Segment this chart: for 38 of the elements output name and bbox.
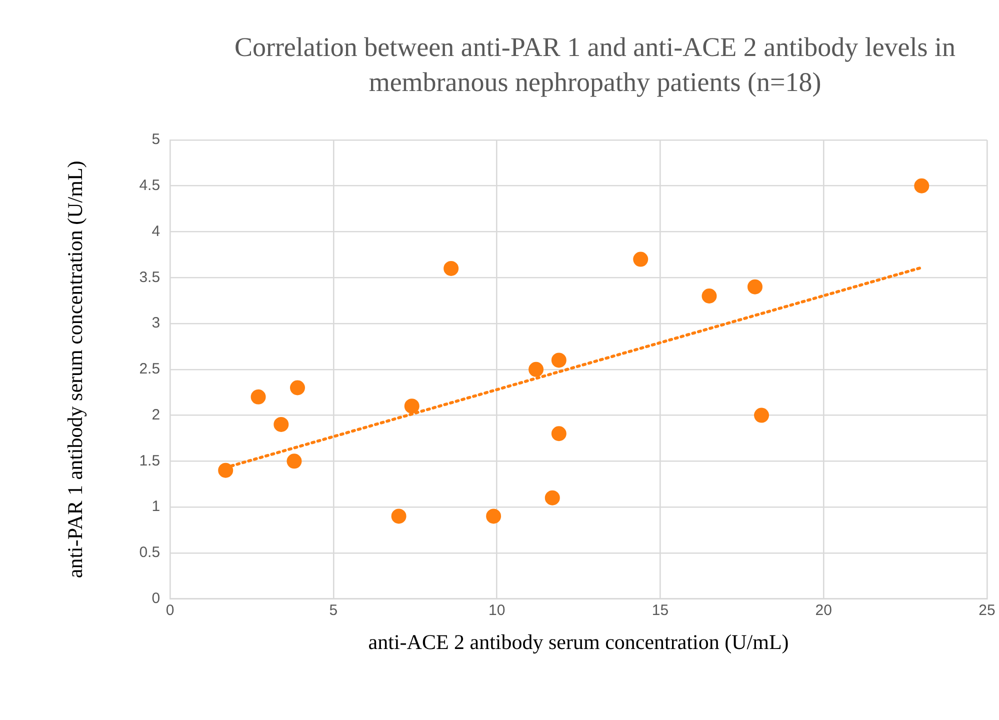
- x-tick-label: 25: [978, 602, 996, 619]
- point: [274, 416, 289, 432]
- point: [404, 398, 420, 414]
- y-tick-label: 0.5: [139, 544, 160, 562]
- point: [444, 260, 459, 276]
- point: [290, 380, 305, 396]
- chart-title: Correlation between anti-PAR 1 and anti-ACE 2 antibody levels in membranous nephropathy patients (n=18): [233, 31, 957, 100]
- y-tick-label: 2.5: [139, 360, 160, 378]
- y-tick-label: 1.5: [139, 452, 160, 470]
- point: [486, 508, 502, 524]
- y-tick-label: 0: [152, 590, 160, 607]
- y-tick-label: 2: [152, 406, 160, 424]
- x-tick-label: 5: [329, 602, 338, 619]
- y-tick-label: 1: [152, 498, 160, 516]
- y-tick-label: 4.5: [139, 177, 160, 194]
- x-axis-title: anti-ACE 2 antibody serum concentration (U/mL): [368, 630, 789, 654]
- point: [914, 178, 930, 194]
- point: [286, 454, 302, 469]
- point: [551, 352, 566, 368]
- point: [702, 288, 717, 304]
- x-tick-label: 15: [652, 602, 669, 619]
- point: [551, 426, 566, 442]
- point: [747, 279, 762, 294]
- point: [754, 408, 770, 423]
- point: [250, 389, 266, 404]
- y-tick-label: 5: [152, 131, 160, 148]
- y-axis-title: anti-PAR 1 antibody serum concentration (U/mL): [63, 160, 88, 578]
- x-tick-label: 20: [815, 602, 832, 619]
- point: [391, 508, 406, 524]
- x-tick-label: 0: [166, 602, 174, 619]
- y-tick-label: 3: [152, 314, 160, 332]
- point: [633, 252, 648, 267]
- y-tick-label: 4: [152, 222, 160, 240]
- point: [528, 362, 544, 377]
- y-tick-label: 3.5: [139, 268, 160, 286]
- point: [544, 490, 560, 506]
- point: [218, 462, 234, 478]
- x-tick-label: 10: [488, 602, 506, 619]
